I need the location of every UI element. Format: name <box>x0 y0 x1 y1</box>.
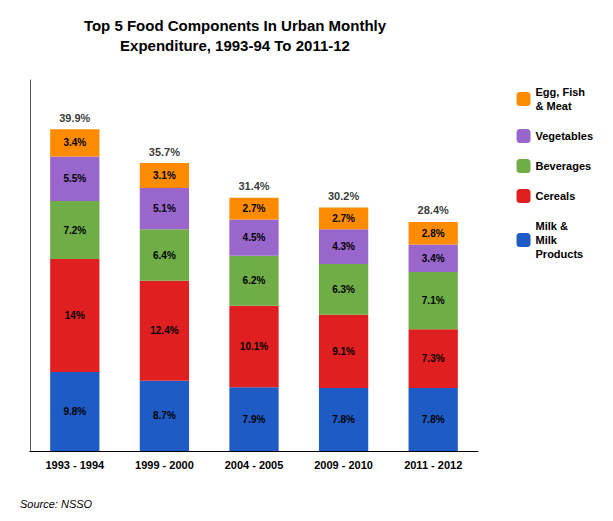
svg-text:28.4%: 28.4% <box>418 204 449 216</box>
svg-text:1993 - 1994: 1993 - 1994 <box>45 459 105 471</box>
svg-text:Top 5 Food Components In Urban: Top 5 Food Components In Urban Monthly <box>84 17 387 34</box>
svg-text:8.7%: 8.7% <box>153 410 176 421</box>
svg-text:& Meat: & Meat <box>536 100 572 112</box>
svg-text:7.3%: 7.3% <box>422 353 445 364</box>
svg-text:Milk: Milk <box>536 234 558 246</box>
svg-text:2011 - 2012: 2011 - 2012 <box>404 459 462 471</box>
svg-text:7.9%: 7.9% <box>243 414 266 425</box>
svg-text:2.8%: 2.8% <box>422 228 445 239</box>
svg-text:7.2%: 7.2% <box>63 225 86 236</box>
svg-text:6.3%: 6.3% <box>332 284 355 295</box>
svg-text:Beverages: Beverages <box>536 160 592 172</box>
svg-text:5.1%: 5.1% <box>153 203 176 214</box>
svg-text:2.7%: 2.7% <box>332 213 355 224</box>
svg-text:Vegetables: Vegetables <box>536 130 593 142</box>
svg-text:2009 - 2010: 2009 - 2010 <box>314 459 373 471</box>
svg-text:Products: Products <box>536 248 584 260</box>
svg-text:Source: NSSO: Source: NSSO <box>20 498 93 510</box>
svg-text:35.7%: 35.7% <box>149 146 180 158</box>
svg-text:4.3%: 4.3% <box>332 241 355 252</box>
svg-text:3.4%: 3.4% <box>422 253 445 264</box>
svg-text:31.4%: 31.4% <box>238 180 269 192</box>
svg-text:5.5%: 5.5% <box>63 173 86 184</box>
svg-text:6.4%: 6.4% <box>153 250 176 261</box>
svg-text:Cereals: Cereals <box>536 190 576 202</box>
svg-text:3.1%: 3.1% <box>153 170 176 181</box>
svg-text:9.1%: 9.1% <box>332 346 355 357</box>
svg-text:2004 - 2005: 2004 - 2005 <box>225 459 284 471</box>
svg-text:14%: 14% <box>65 310 85 321</box>
svg-text:10.1%: 10.1% <box>240 341 268 352</box>
svg-text:7.8%: 7.8% <box>422 414 445 425</box>
svg-text:9.8%: 9.8% <box>63 406 86 417</box>
svg-text:12.4%: 12.4% <box>150 325 178 336</box>
svg-text:7.8%: 7.8% <box>332 414 355 425</box>
svg-text:1999 - 2000: 1999 - 2000 <box>135 459 194 471</box>
svg-text:Milk &: Milk & <box>536 220 568 232</box>
svg-text:6.2%: 6.2% <box>243 275 266 286</box>
svg-text:3.4%: 3.4% <box>63 137 86 148</box>
svg-text:Expenditure, 1993-94 To 2011-1: Expenditure, 1993-94 To 2011-12 <box>120 37 350 54</box>
svg-text:39.9%: 39.9% <box>59 112 90 124</box>
svg-text:30.2%: 30.2% <box>328 190 359 202</box>
svg-text:Egg, Fish: Egg, Fish <box>536 86 586 98</box>
svg-text:7.1%: 7.1% <box>422 295 445 306</box>
svg-text:2.7%: 2.7% <box>243 203 266 214</box>
svg-text:4.5%: 4.5% <box>243 232 266 243</box>
